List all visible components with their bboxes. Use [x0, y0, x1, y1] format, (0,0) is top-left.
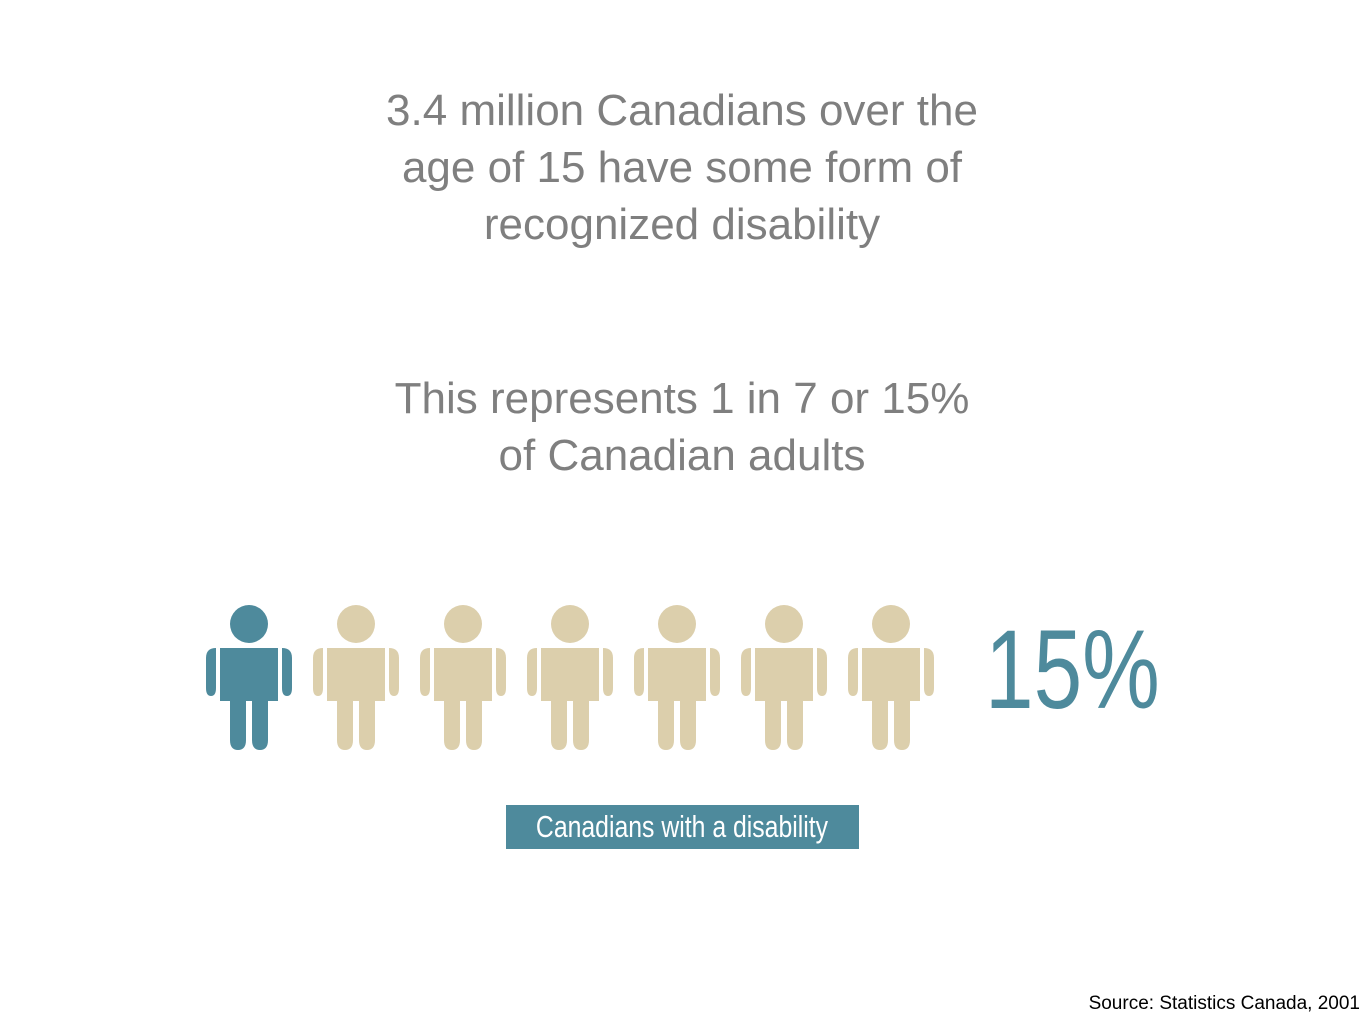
person-icon	[527, 605, 613, 750]
person-icon	[848, 605, 934, 750]
pictograph	[206, 605, 934, 750]
caption: Canadians with a disability	[536, 809, 828, 843]
statement-line: This represents 1 in 7 or 15%	[395, 374, 970, 423]
source: Source: Statistics Canada, 2001	[1089, 993, 1360, 1014]
headline-line: recognized disability	[484, 200, 880, 249]
headline-line: 3.4 million Canadians over the	[386, 86, 978, 135]
person-icon	[313, 605, 399, 750]
person-icon	[741, 605, 827, 750]
percent-label: 15%	[985, 608, 1160, 733]
caption-box	[506, 805, 859, 849]
person-icon	[420, 605, 506, 750]
statement-line: of Canadian adults	[499, 431, 866, 480]
person-icon-highlight	[206, 605, 292, 750]
headline-line: age of 15 have some form of	[402, 143, 963, 192]
person-icon	[634, 605, 720, 750]
